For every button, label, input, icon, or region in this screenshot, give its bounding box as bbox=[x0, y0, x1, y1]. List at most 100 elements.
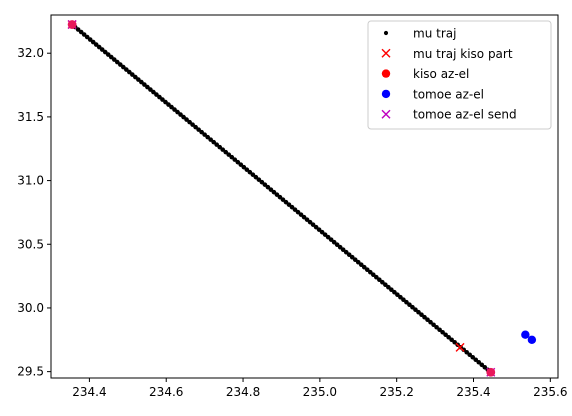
mu-traj-point bbox=[358, 262, 364, 268]
legend-label: mu traj kiso part bbox=[413, 47, 513, 61]
legend-box bbox=[367, 20, 552, 130]
mu-traj-point bbox=[307, 219, 313, 225]
mu-traj-point bbox=[169, 104, 174, 110]
mu-traj-point bbox=[313, 224, 319, 230]
legend: mu traj mu traj kiso part kiso az-el tomoe … bbox=[367, 20, 552, 130]
mu-traj-point bbox=[136, 77, 141, 82]
mu-traj-point bbox=[476, 359, 482, 365]
mu-traj-point bbox=[205, 134, 210, 140]
mu-traj-point bbox=[431, 322, 436, 328]
mu-traj-point bbox=[271, 189, 277, 195]
mu-traj-point bbox=[440, 329, 445, 335]
axes-frame bbox=[50, 14, 559, 379]
legend-label: tomoe az-el send bbox=[413, 108, 517, 122]
mu-traj-point bbox=[262, 182, 268, 187]
mu-traj-point bbox=[160, 97, 165, 102]
mu-traj-point bbox=[416, 309, 421, 315]
mu-traj-point bbox=[124, 67, 129, 72]
mu-traj-point bbox=[118, 62, 123, 67]
mu-traj-point bbox=[349, 254, 355, 260]
x-tick-label: 234.6 bbox=[149, 385, 183, 399]
mu-traj-point bbox=[130, 72, 135, 77]
mu-traj-point bbox=[419, 312, 424, 318]
legend-label: mu traj bbox=[413, 27, 456, 41]
mu-traj-point bbox=[343, 249, 349, 255]
mu-traj-point bbox=[196, 127, 201, 132]
mu-traj-point bbox=[256, 177, 262, 182]
mu-traj-point bbox=[142, 82, 147, 87]
mu-traj-point bbox=[437, 327, 442, 333]
series-3-point bbox=[521, 330, 530, 339]
mu-traj-point bbox=[337, 244, 343, 250]
mu-traj-point bbox=[232, 157, 238, 162]
y-tick-label: 31.5 bbox=[17, 110, 44, 124]
mu-traj-point bbox=[223, 149, 229, 155]
y-tick-label: 31.0 bbox=[17, 174, 44, 188]
mu-traj-point bbox=[425, 317, 430, 323]
endpoint-marker bbox=[67, 20, 77, 29]
mu-traj-point bbox=[298, 212, 304, 217]
mu-traj-point bbox=[163, 99, 168, 105]
mu-traj-point bbox=[301, 214, 307, 220]
x-tick-label: 235.4 bbox=[456, 385, 490, 399]
mu-traj-point bbox=[96, 44, 102, 50]
mu-traj-point bbox=[178, 112, 183, 117]
mu-traj-point bbox=[398, 294, 403, 300]
mu-traj-point bbox=[148, 87, 153, 92]
mu-traj-point bbox=[334, 242, 340, 247]
y-axis-ticks: 29.5 30.0 30.5 31.0 31.5 32.0 bbox=[17, 46, 51, 379]
mu-traj-point bbox=[229, 154, 235, 160]
mu-traj-point bbox=[352, 257, 358, 262]
mu-traj-point bbox=[87, 37, 93, 42]
series-3-point bbox=[527, 335, 537, 344]
mu-traj-point bbox=[211, 139, 216, 145]
x-tick-label: 235.0 bbox=[303, 385, 337, 399]
mu-traj-point bbox=[151, 89, 156, 95]
mu-traj-point bbox=[268, 187, 274, 192]
mu-traj-point bbox=[78, 29, 84, 35]
y-tick-label: 29.5 bbox=[17, 365, 44, 379]
plot-marks bbox=[67, 20, 537, 377]
mu-traj-point bbox=[371, 272, 376, 278]
x-axis-ticks: 234.4 234.6 234.8 235.0 235.2 235.4 235.6 bbox=[72, 378, 567, 399]
mu-traj-point bbox=[346, 252, 352, 257]
mu-traj-point bbox=[111, 57, 117, 62]
legend-marker bbox=[381, 69, 391, 78]
mu-traj-point bbox=[422, 314, 427, 320]
legend-marker bbox=[381, 89, 391, 99]
mu-traj-point bbox=[331, 239, 337, 245]
mu-traj-point bbox=[247, 169, 253, 175]
mu-traj-point bbox=[253, 174, 259, 180]
mu-traj-point bbox=[355, 259, 361, 265]
mu-traj-point bbox=[304, 217, 310, 222]
mu-traj-point bbox=[392, 289, 397, 295]
mu-traj-point bbox=[310, 222, 316, 227]
mu-traj-point bbox=[217, 144, 223, 150]
mu-traj-point bbox=[286, 202, 292, 207]
mu-traj-point bbox=[274, 192, 280, 197]
x-tick-label: 235.6 bbox=[533, 385, 567, 399]
mu-traj-point bbox=[470, 354, 476, 360]
mu-traj-point bbox=[464, 349, 469, 355]
mu-traj-point bbox=[193, 124, 198, 130]
mu-traj-point bbox=[380, 279, 385, 285]
mu-traj-point bbox=[235, 159, 241, 165]
mu-traj-point bbox=[434, 324, 439, 330]
endpoint-marker bbox=[486, 367, 496, 377]
mu-traj-point bbox=[226, 152, 232, 157]
mu-traj-point bbox=[319, 229, 325, 235]
mu-traj-point bbox=[280, 197, 286, 202]
mu-traj-point bbox=[199, 129, 204, 135]
mu-traj-point bbox=[238, 162, 244, 167]
mu-traj-point bbox=[172, 107, 177, 112]
mu-traj-point bbox=[328, 237, 334, 242]
mu-traj-point bbox=[361, 264, 367, 270]
y-tick-label: 32.0 bbox=[17, 46, 44, 60]
mu-traj-point bbox=[289, 204, 295, 210]
mu-traj-point bbox=[102, 49, 108, 55]
mu-traj-point bbox=[446, 334, 451, 340]
mu-traj-point bbox=[115, 59, 120, 65]
legend-marker bbox=[381, 48, 391, 58]
mu-traj-point bbox=[259, 179, 265, 185]
